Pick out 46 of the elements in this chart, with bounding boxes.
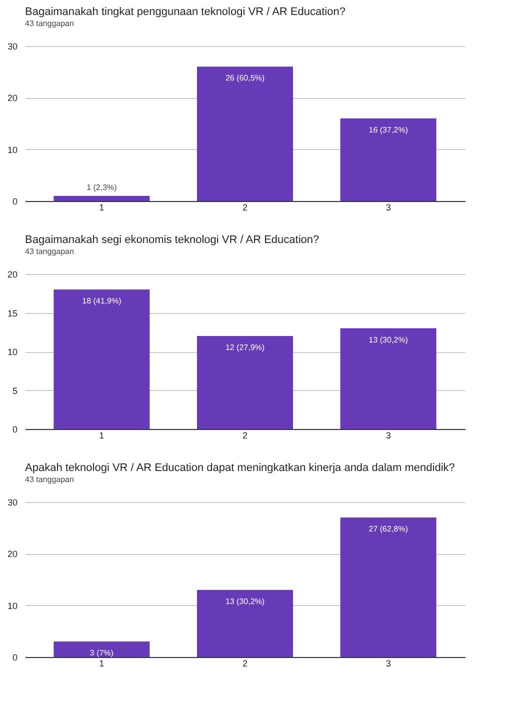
bar xyxy=(54,642,150,657)
y-tick-label: 30 xyxy=(7,42,18,52)
y-tick-label: 20 xyxy=(7,549,18,560)
x-tick-label: 1 xyxy=(99,202,104,212)
data-label: 3 (7%) xyxy=(90,648,114,658)
x-tick-label: 1 xyxy=(99,658,104,668)
x-tick-label: 2 xyxy=(242,430,248,440)
x-tick-label: 2 xyxy=(242,658,248,668)
bar xyxy=(340,118,436,201)
x-tick-label: 2 xyxy=(242,202,248,212)
bar xyxy=(196,590,294,657)
chart-title: Bagaimanakah segi ekonomis teknologi VR / AR Education? xyxy=(25,234,320,246)
data-label: 12 (27,9%) xyxy=(225,343,265,352)
chart-title: Bagaimanakah tingkat penggunaan teknologi VR / AR Education? xyxy=(25,6,346,18)
x-tick-label: 3 xyxy=(386,430,391,440)
data-label: 26 (60,5%) xyxy=(225,74,265,83)
data-label: 16 (37,2%) xyxy=(368,125,408,134)
y-tick-label: 30 xyxy=(7,498,18,508)
y-tick-label: 0 xyxy=(12,652,18,662)
chart-subtitle: 43 tanggapan xyxy=(25,475,74,484)
data-label: 13 (30,2%) xyxy=(368,335,408,344)
y-tick-label: 0 xyxy=(12,196,18,206)
bar xyxy=(54,196,150,201)
y-tick-label: 15 xyxy=(7,308,18,318)
data-label: 18 (41,9%) xyxy=(82,296,122,306)
bar xyxy=(340,518,436,657)
data-label: 1 (2,3%) xyxy=(86,182,118,192)
data-label: 13 (30,2%) xyxy=(225,596,265,606)
bar xyxy=(196,66,294,201)
y-tick-label: 10 xyxy=(7,600,18,611)
y-tick-label: 20 xyxy=(7,93,18,104)
chart-subtitle: 43 tanggapan xyxy=(25,247,74,256)
chart-subtitle: 43 tanggapan xyxy=(25,19,74,28)
y-tick-label: 0 xyxy=(12,424,18,434)
bar xyxy=(54,290,150,429)
y-tick-label: 5 xyxy=(12,386,18,396)
chart-title: Apakah teknologi VR / AR Education dapat meningkatkan kinerja anda dalam mendidik? xyxy=(25,462,455,474)
data-label: 27 (62,8%) xyxy=(368,524,408,534)
x-tick-label: 3 xyxy=(386,202,391,212)
y-tick-label: 10 xyxy=(7,347,18,357)
bar xyxy=(340,328,436,429)
x-tick-label: 3 xyxy=(386,658,391,668)
x-tick-label: 1 xyxy=(99,430,104,440)
bar xyxy=(196,336,294,429)
y-tick-label: 10 xyxy=(7,144,18,155)
y-tick-label: 20 xyxy=(7,270,18,280)
